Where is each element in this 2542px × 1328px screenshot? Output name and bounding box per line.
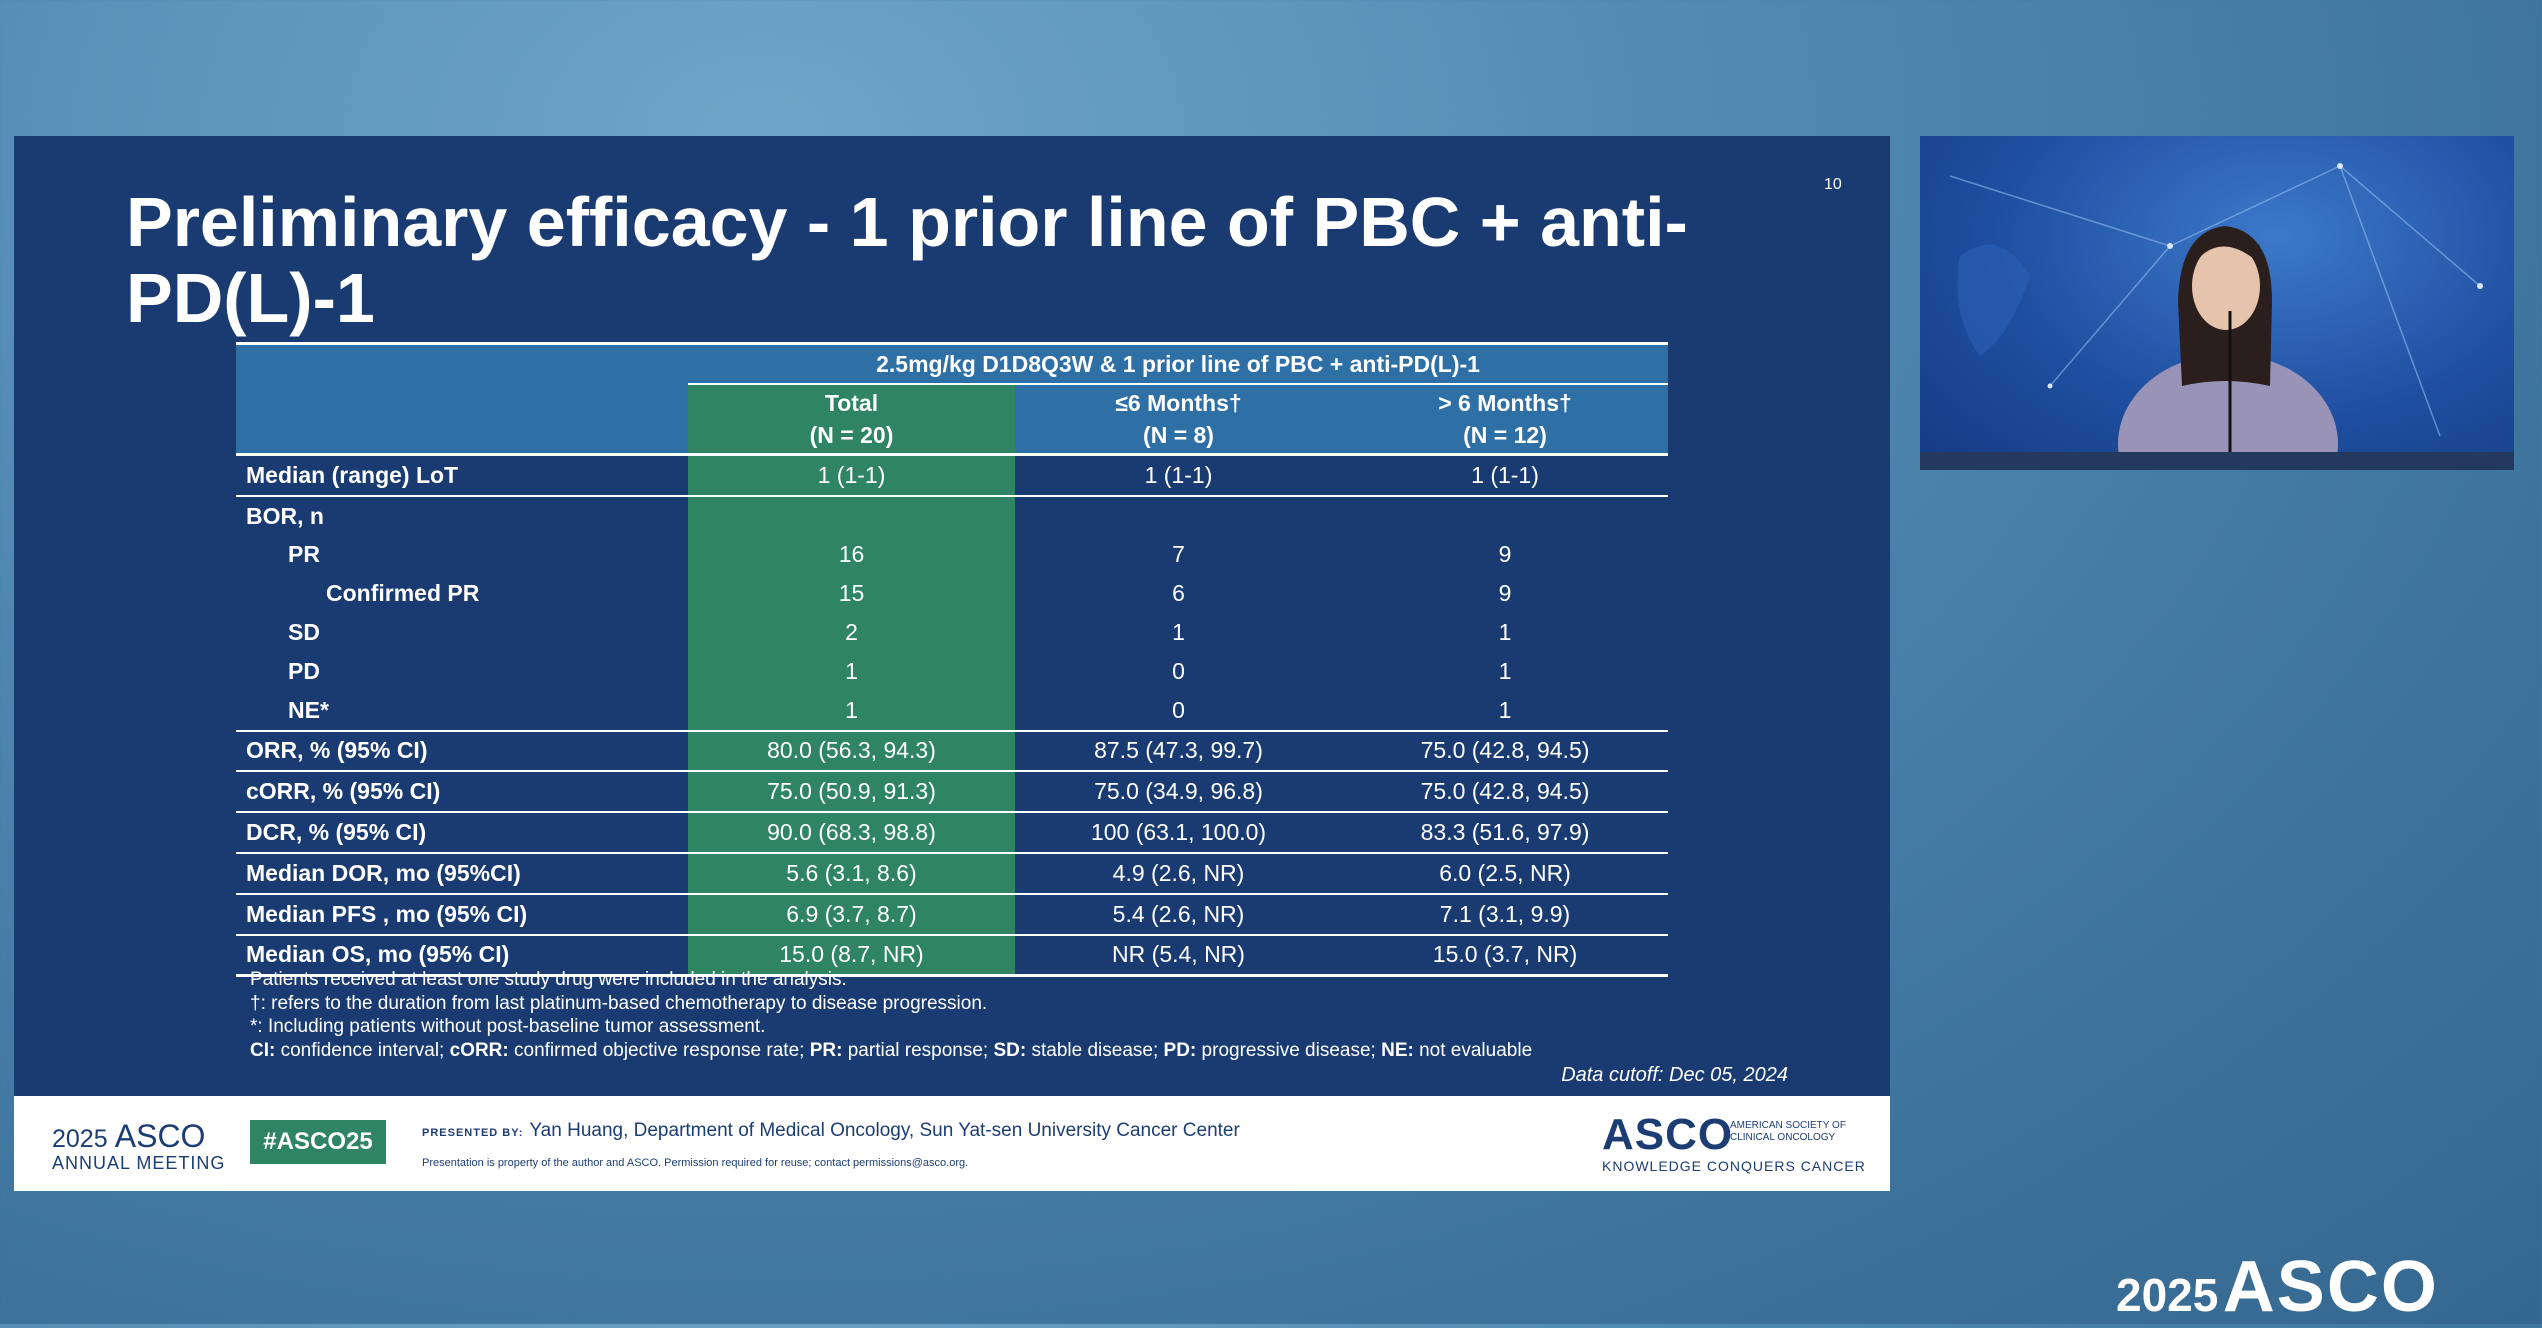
table-row: NE* 1 0 1 [236, 690, 1668, 731]
table-header-blank [236, 342, 688, 384]
cell-le6: 7 [1172, 541, 1185, 568]
table-header-blank [236, 384, 688, 456]
cell-le6: 4.9 (2.6, NR) [1015, 851, 1342, 894]
row-label: BOR, n [236, 494, 688, 536]
row-label: DCR, % (95% CI) [236, 811, 688, 853]
cell-le6: 100 (63.1, 100.0) [1015, 811, 1342, 853]
cell-le6: 6 [1172, 580, 1185, 607]
slide-title: Preliminary efficacy - 1 prior line of P… [126, 183, 1688, 337]
speaker-video-image [1920, 163, 2514, 470]
row-label: ORR, % (95% CI) [236, 729, 688, 772]
cell-gt6: 9 [1498, 541, 1512, 568]
asco-annual-meeting-logo: 2025 ASCO [52, 1118, 206, 1154]
cell-total: 15 [688, 574, 1015, 614]
row-label: PR [288, 541, 320, 568]
row-label: Median PFS , mo (95% CI) [236, 892, 688, 935]
cell-gt6: 75.0 (42.8, 94.5) [1342, 729, 1669, 772]
hashtag-badge: #ASCO25 [250, 1120, 386, 1164]
table-span-header: 2.5mg/kg D1D8Q3W & 1 prior line of PBC +… [688, 342, 1669, 384]
speaker-video-feed [1920, 136, 2514, 470]
slide-page-number: 10 [1824, 176, 1842, 193]
column-header-gt6: > 6 Months† (N = 12) [1342, 383, 1669, 456]
table-row: SD 2 1 1 [236, 613, 1668, 652]
table-row: Median OS, mo (95% CI) 15.0 (8.7, NR) NR… [236, 933, 1669, 978]
table-row: Confirmed PR 15 6 9 [236, 574, 1668, 614]
table-row: BOR, n [236, 494, 1669, 536]
property-notice: Presentation is property of the author a… [422, 1157, 969, 1169]
row-label: PD [288, 657, 320, 684]
row-label: NE* [288, 696, 329, 723]
cell-total: 1 (1-1) [688, 454, 1015, 496]
cell-le6: 0 [1172, 657, 1185, 684]
table-row: Median (range) LoT 1 (1-1) 1 (1-1) 1 (1-… [236, 454, 1668, 496]
society-name: AMERICAN SOCIETY OF CLINICAL ONCOLOGY [1730, 1120, 1846, 1143]
footnote-abbreviations: CI: confidence interval; cORR: confirmed… [250, 1039, 1533, 1061]
cell-total: 90.0 (68.3, 98.8) [688, 811, 1015, 853]
cell-gt6: 15.0 (3.7, NR) [1342, 933, 1669, 978]
tagline: KNOWLEDGE CONQUERS CANCER [1602, 1158, 1866, 1174]
cell-le6: 1 [1172, 619, 1185, 646]
cell-le6: NR (5.4, NR) [1015, 933, 1342, 978]
asco-watermark: 2025 ASCO [2116, 1247, 2439, 1327]
footnote: *: Including patients without post-basel… [250, 1016, 766, 1037]
table-row: Median PFS , mo (95% CI) 6.9 (3.7, 8.7) … [236, 892, 1669, 935]
cell-gt6: 75.0 (42.8, 94.5) [1342, 770, 1669, 813]
cell-gt6: 7.1 (3.1, 9.9) [1342, 892, 1669, 935]
presenter-info: PRESENTED BY: Yan Huang, Department of Me… [422, 1120, 1240, 1141]
cell-total: 5.6 (3.1, 8.6) [688, 851, 1015, 894]
footnote: †: refers to the duration from last plat… [250, 992, 988, 1014]
cell-total: 1 [688, 651, 1015, 691]
cell-gt6: 1 (1-1) [1471, 461, 1539, 488]
cell-total: 16 [688, 535, 1015, 575]
cell-gt6: 1 [1498, 657, 1512, 684]
row-label: Confirmed PR [326, 580, 480, 607]
table-row: PR 16 7 9 [236, 535, 1668, 575]
table-row: ORR, % (95% CI) 80.0 (56.3, 94.3) 87.5 (… [236, 729, 1669, 772]
row-label: Median OS, mo (95% CI) [236, 933, 688, 978]
row-label: Median DOR, mo (95%CI) [236, 851, 688, 894]
cell-total: 80.0 (56.3, 94.3) [688, 729, 1015, 772]
row-label: Median (range) LoT [246, 461, 459, 488]
cell-gt6: 1 [1498, 619, 1512, 646]
column-header-total: Total (N = 20) [688, 383, 1015, 456]
row-label: SD [288, 619, 320, 646]
cell-gt6: 6.0 (2.5, NR) [1342, 851, 1669, 894]
presentation-slide: Preliminary efficacy - 1 prior line of P… [14, 136, 1890, 1191]
table-row: DCR, % (95% CI) 90.0 (68.3, 98.8) 100 (6… [236, 811, 1669, 853]
cell-le6: 87.5 (47.3, 99.7) [1015, 729, 1342, 772]
cell-total: 1 [688, 690, 1015, 731]
cell-total [688, 494, 1015, 536]
cell-gt6: 9 [1498, 580, 1512, 607]
cell-le6: 0 [1172, 696, 1185, 723]
cell-gt6: 1 [1498, 696, 1512, 723]
cell-gt6 [1342, 494, 1669, 536]
cell-le6 [1015, 494, 1342, 536]
cell-le6: 5.4 (2.6, NR) [1015, 892, 1342, 935]
cell-le6: 1 (1-1) [1144, 461, 1213, 488]
data-cutoff: Data cutoff: Dec 05, 2024 [1561, 1064, 1788, 1086]
efficacy-table: 2.5mg/kg D1D8Q3W & 1 prior line of PBC +… [236, 342, 1669, 978]
table-row: cORR, % (95% CI) 75.0 (50.9, 91.3) 75.0 … [236, 770, 1669, 813]
table-footnotes: Patients received at least one study dru… [250, 968, 1532, 1062]
cell-total: 2 [688, 613, 1015, 652]
table-row: Median DOR, mo (95%CI) 5.6 (3.1, 8.6) 4.… [236, 851, 1669, 894]
cell-total: 75.0 (50.9, 91.3) [688, 770, 1015, 813]
annual-meeting-label: ANNUAL MEETING [52, 1153, 226, 1173]
column-header-le6: ≤6 Months† (N = 8) [1015, 383, 1342, 456]
footnote: Patients received at least one study dru… [250, 969, 847, 990]
row-label: cORR, % (95% CI) [236, 770, 688, 813]
cell-total: 15.0 (8.7, NR) [688, 933, 1015, 978]
slide-footer: 2025 ASCO ANNUAL MEETING #ASCO25 PRESENT… [14, 1096, 1890, 1191]
cell-total: 6.9 (3.7, 8.7) [688, 892, 1015, 935]
table-row: PD 1 0 1 [236, 651, 1668, 691]
cell-le6: 75.0 (34.9, 96.8) [1015, 770, 1342, 813]
cell-gt6: 83.3 (51.6, 97.9) [1342, 811, 1669, 853]
asco-society-logo: ASCO [1602, 1110, 1734, 1159]
